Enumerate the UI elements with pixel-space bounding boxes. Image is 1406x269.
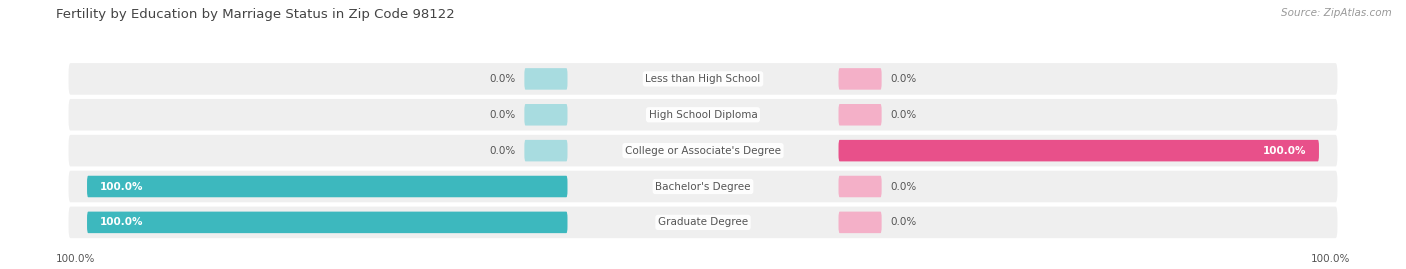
FancyBboxPatch shape bbox=[524, 140, 568, 161]
Text: 100.0%: 100.0% bbox=[1263, 146, 1306, 156]
Text: Graduate Degree: Graduate Degree bbox=[658, 217, 748, 227]
FancyBboxPatch shape bbox=[69, 135, 1337, 167]
Text: 0.0%: 0.0% bbox=[891, 217, 917, 227]
Text: 100.0%: 100.0% bbox=[56, 254, 96, 264]
FancyBboxPatch shape bbox=[838, 176, 882, 197]
Text: 100.0%: 100.0% bbox=[100, 217, 143, 227]
FancyBboxPatch shape bbox=[69, 63, 1337, 95]
Text: Less than High School: Less than High School bbox=[645, 74, 761, 84]
FancyBboxPatch shape bbox=[69, 207, 1337, 238]
FancyBboxPatch shape bbox=[524, 68, 568, 90]
FancyBboxPatch shape bbox=[87, 212, 568, 233]
Text: High School Diploma: High School Diploma bbox=[648, 110, 758, 120]
Text: Bachelor's Degree: Bachelor's Degree bbox=[655, 182, 751, 192]
FancyBboxPatch shape bbox=[838, 104, 882, 126]
FancyBboxPatch shape bbox=[838, 68, 882, 90]
Text: 0.0%: 0.0% bbox=[891, 74, 917, 84]
Text: 0.0%: 0.0% bbox=[891, 182, 917, 192]
FancyBboxPatch shape bbox=[69, 99, 1337, 130]
FancyBboxPatch shape bbox=[87, 176, 568, 197]
Text: 0.0%: 0.0% bbox=[489, 74, 515, 84]
Text: Fertility by Education by Marriage Status in Zip Code 98122: Fertility by Education by Marriage Statu… bbox=[56, 8, 456, 21]
FancyBboxPatch shape bbox=[838, 212, 882, 233]
Text: 0.0%: 0.0% bbox=[489, 146, 515, 156]
Text: 0.0%: 0.0% bbox=[891, 110, 917, 120]
FancyBboxPatch shape bbox=[524, 104, 568, 126]
Text: 0.0%: 0.0% bbox=[489, 110, 515, 120]
Text: 100.0%: 100.0% bbox=[100, 182, 143, 192]
FancyBboxPatch shape bbox=[838, 140, 1319, 161]
Text: Source: ZipAtlas.com: Source: ZipAtlas.com bbox=[1281, 8, 1392, 18]
Text: College or Associate's Degree: College or Associate's Degree bbox=[626, 146, 780, 156]
Text: 100.0%: 100.0% bbox=[1310, 254, 1350, 264]
FancyBboxPatch shape bbox=[69, 171, 1337, 202]
